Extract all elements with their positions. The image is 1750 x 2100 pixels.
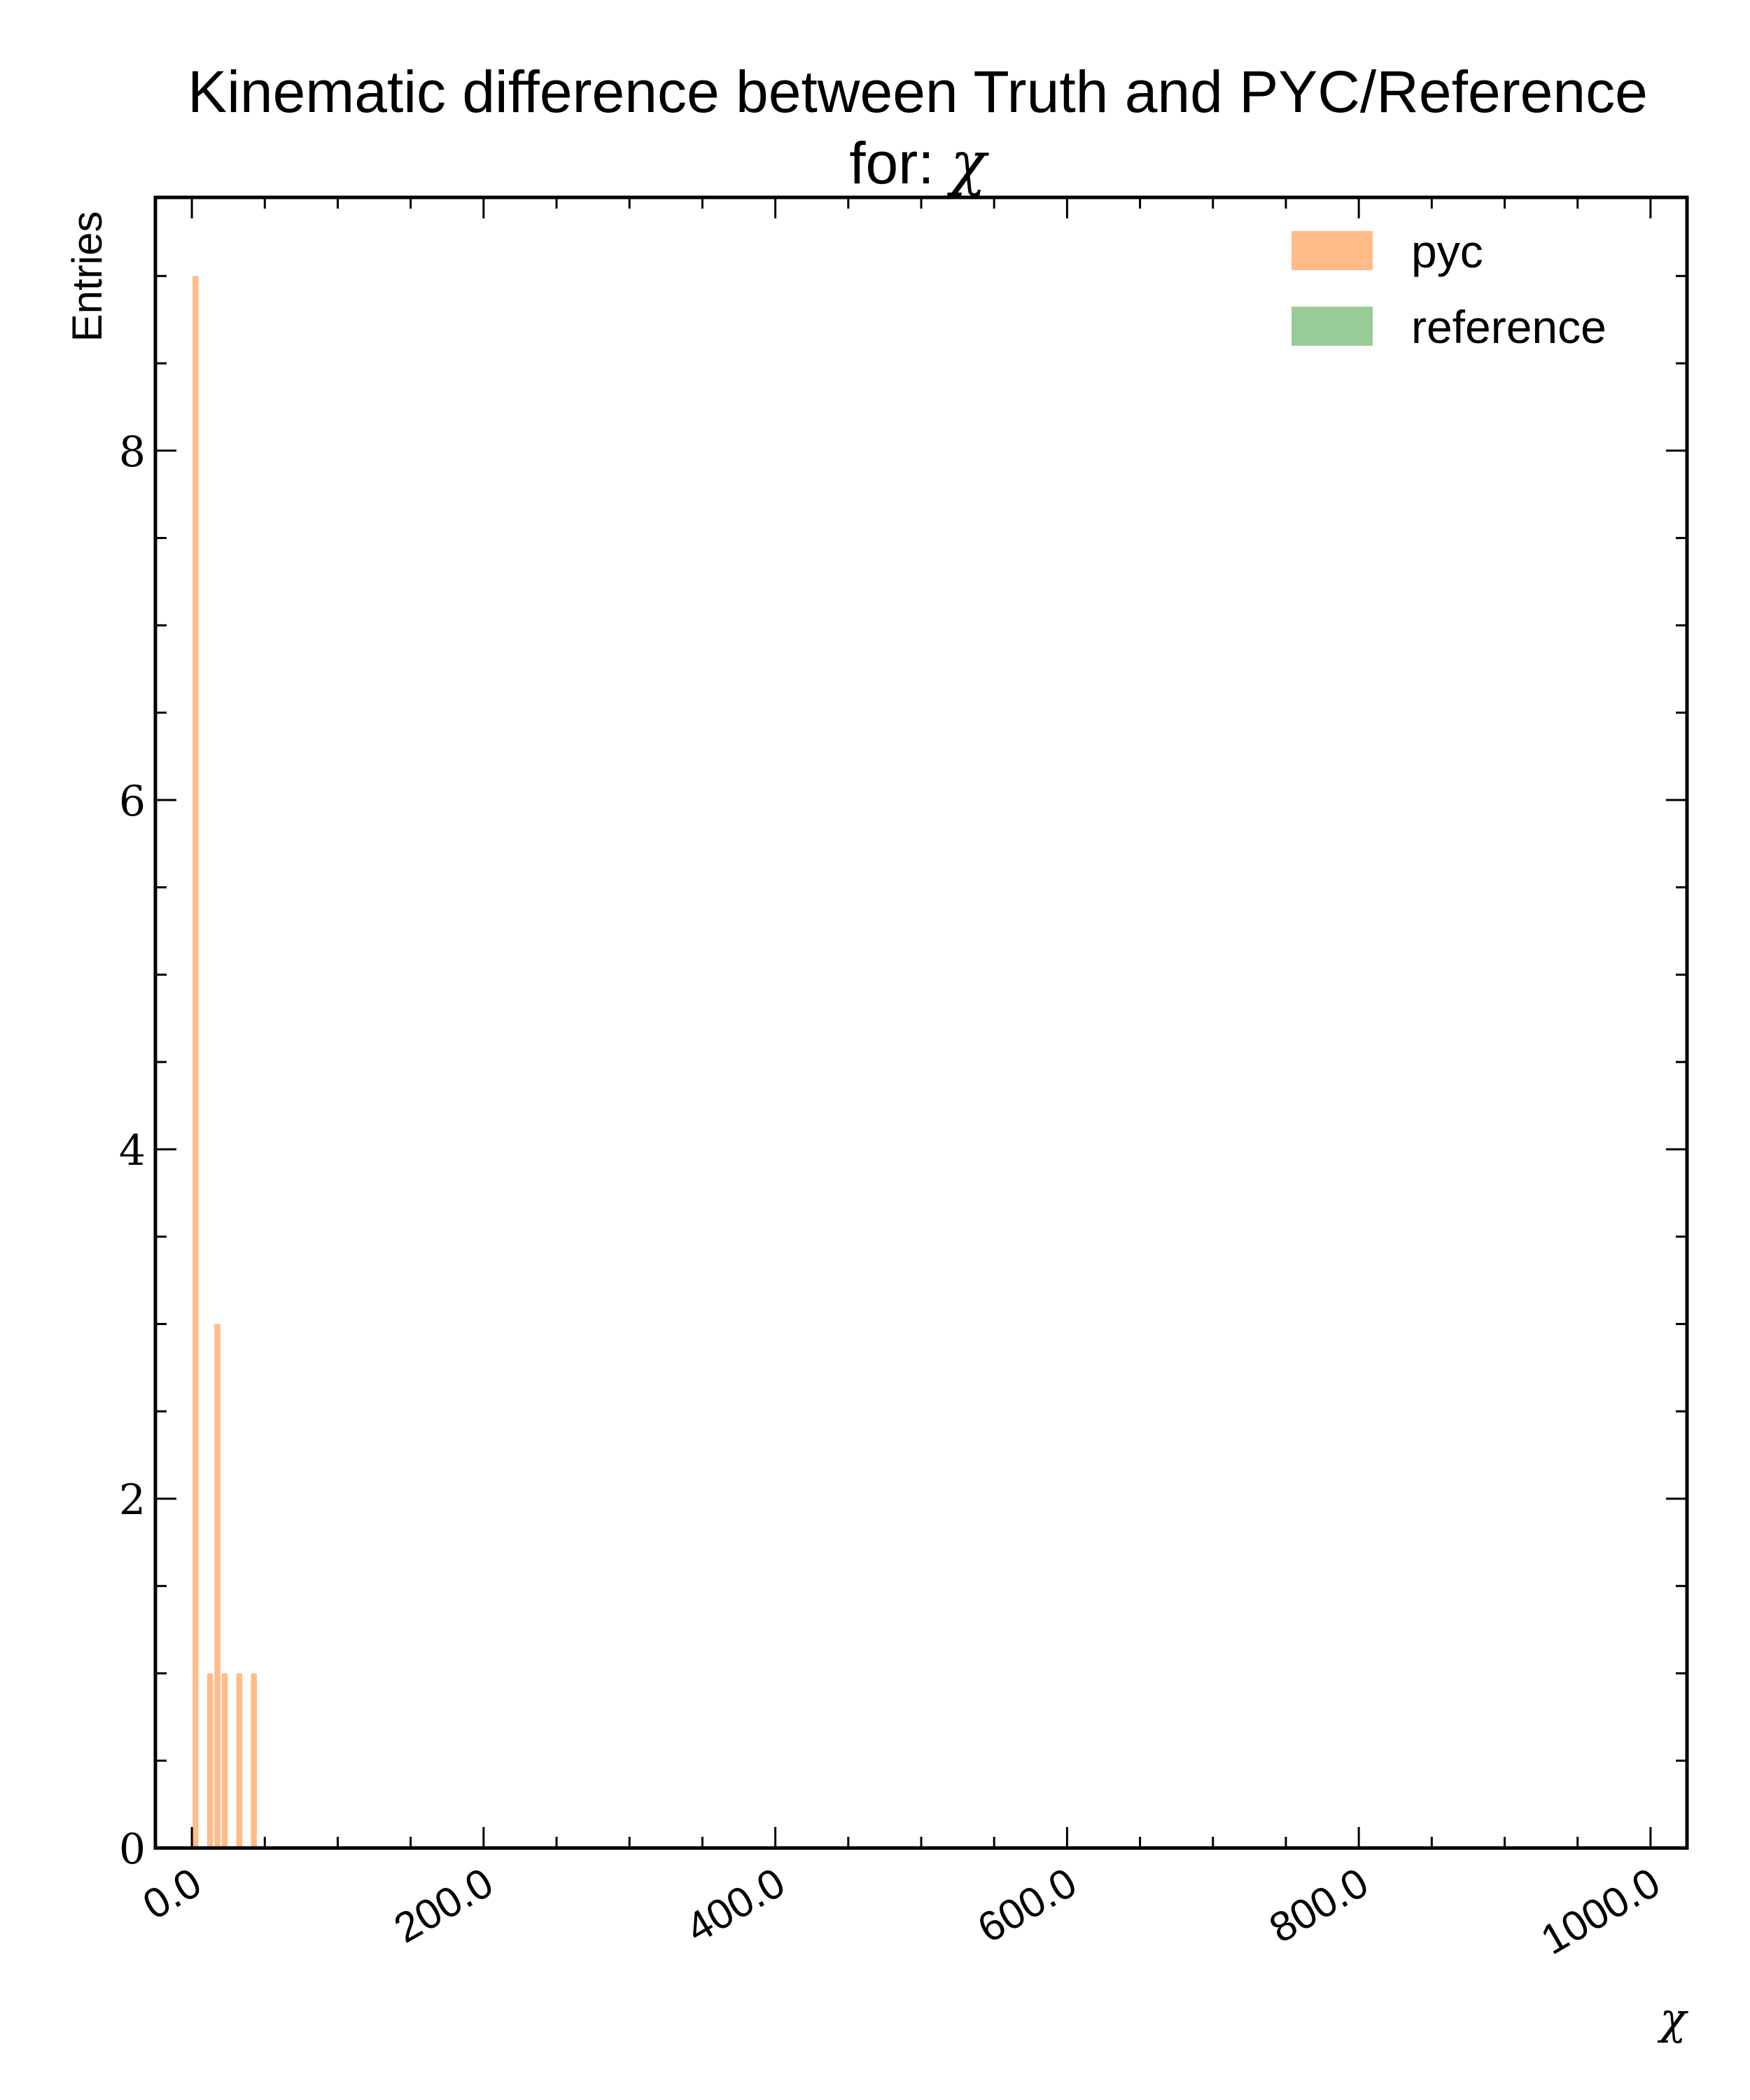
chart-title-line1: Kinematic difference between Truth and P…: [188, 59, 1648, 125]
legend-label-pyc: pyc: [1411, 225, 1483, 277]
x-tick-label: 600.0: [969, 1858, 1084, 1952]
x-tick-label: 0.0: [135, 1858, 209, 1928]
y-tick-label: 6: [119, 777, 146, 826]
bar-pyc-1: [206, 1673, 214, 1848]
chart-title-line2: for: χ: [849, 129, 990, 197]
legend-label-reference: reference: [1411, 301, 1606, 353]
chart-title-prefix: for:: [849, 130, 951, 196]
legend: pyc reference: [1292, 225, 1606, 353]
bar-pyc-4: [236, 1673, 243, 1848]
legend-swatch-pyc: [1292, 231, 1373, 270]
y-tick-label: 8: [119, 428, 146, 477]
x-tick-label: 400.0: [678, 1858, 793, 1952]
legend-swatch-reference: [1292, 307, 1373, 346]
bar-pyc-5: [251, 1673, 257, 1848]
y-tick-label: 4: [119, 1126, 146, 1175]
x-axis-label: χ: [1657, 1993, 1688, 2044]
bars-layer: [192, 276, 257, 1849]
x-tick-label: 200.0: [386, 1858, 501, 1952]
x-tick-label: 800.0: [1261, 1858, 1376, 1952]
y-tick-label: 0: [119, 1825, 146, 1874]
y-tick-label: 2: [119, 1476, 146, 1525]
y-axis-label: Entries: [64, 211, 111, 342]
bar-pyc-0: [192, 276, 199, 1849]
ticks-layer: 0 2 4 6 8 0.0 200.0 400.0 600.0 800.0 1000.0: [119, 197, 1687, 1963]
bar-pyc-3: [221, 1673, 228, 1848]
x-tick-label: 1000.0: [1533, 1858, 1667, 1963]
chart-title-symbol: χ: [947, 129, 990, 197]
plot-frame: [153, 195, 1689, 1850]
bar-pyc-2: [214, 1324, 220, 1848]
